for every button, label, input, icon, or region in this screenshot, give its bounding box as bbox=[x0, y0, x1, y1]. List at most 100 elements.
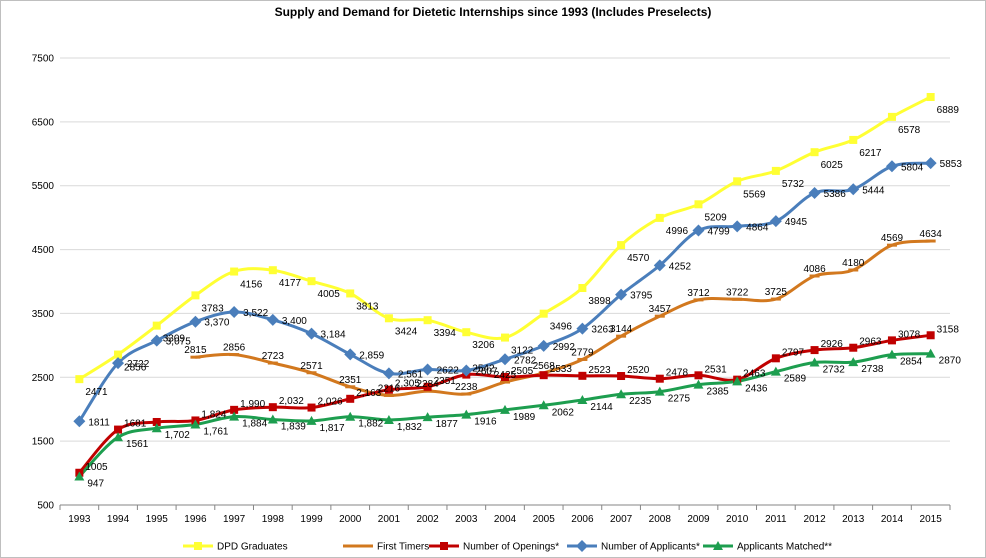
number-of-applicants-point bbox=[499, 353, 511, 366]
x-tick-label: 2004 bbox=[494, 514, 517, 525]
legend-dpd-graduates-marker bbox=[194, 542, 202, 550]
y-tick-label: 7500 bbox=[32, 54, 55, 65]
applicants-matched-data-label: 2385 bbox=[706, 387, 729, 398]
number-of-openings-point bbox=[578, 371, 587, 380]
legend-applicants-matched-marker bbox=[713, 541, 723, 550]
number-of-openings-data-label: 2463 bbox=[743, 369, 766, 380]
dpd-graduates-data-label: 6025 bbox=[821, 160, 844, 171]
applicants-matched-point bbox=[113, 432, 124, 442]
number-of-openings-point bbox=[771, 354, 780, 363]
dpd-graduates-data-label: 3898 bbox=[588, 296, 611, 307]
number-of-applicants-data-label: 4864 bbox=[746, 222, 769, 233]
number-of-applicants-point bbox=[885, 160, 898, 173]
applicants-matched-data-label: 1,839 bbox=[281, 421, 306, 432]
x-tick-label: 2012 bbox=[803, 514, 826, 525]
dpd-graduates-data-label: 5732 bbox=[782, 179, 805, 190]
applicants-matched-point bbox=[461, 409, 472, 419]
number-of-openings-data-label: 2351 bbox=[434, 376, 457, 387]
number-of-openings-data-label: 2542 bbox=[472, 364, 495, 375]
first-timers-point bbox=[886, 243, 897, 247]
x-tick-label: 1998 bbox=[262, 514, 285, 525]
first-timers-data-label: 3722 bbox=[726, 287, 749, 298]
applicants-matched-point bbox=[383, 414, 394, 424]
x-tick-label: 2015 bbox=[920, 514, 943, 525]
first-timers-point bbox=[306, 371, 317, 375]
x-tick-label: 2009 bbox=[687, 514, 710, 525]
applicants-matched-point bbox=[693, 379, 704, 389]
x-tick-label: 2001 bbox=[378, 514, 401, 525]
dpd-graduates-data-label: 3424 bbox=[395, 326, 418, 337]
dpd-graduates-point bbox=[771, 166, 780, 175]
number-of-openings-data-label: 2963 bbox=[859, 337, 882, 348]
applicants-matched-data-label: 947 bbox=[87, 478, 104, 489]
y-tick-label: 4500 bbox=[32, 245, 55, 256]
dpd-graduates-point bbox=[230, 267, 239, 276]
applicants-matched-data-label: 1561 bbox=[126, 439, 149, 450]
dpd-graduates-data-label: 3496 bbox=[550, 322, 573, 333]
number-of-openings-data-label: 1005 bbox=[85, 462, 108, 473]
dpd-graduates-data-label: 3122 bbox=[511, 346, 534, 357]
first-timers-point bbox=[500, 380, 510, 384]
applicants-matched-data-label: 2235 bbox=[629, 396, 652, 407]
number-of-applicants-data-label: 4252 bbox=[669, 261, 692, 272]
dpd-graduates-data-label: 5569 bbox=[743, 189, 766, 200]
number-of-openings-data-label: 2,305 bbox=[395, 379, 420, 390]
number-of-openings-data-label: 2505 bbox=[511, 366, 534, 377]
dpd-graduates-point bbox=[578, 284, 587, 293]
first-timers-point bbox=[229, 353, 240, 357]
dpd-graduates-point bbox=[926, 93, 935, 102]
series-markers bbox=[73, 93, 937, 481]
first-timers-data-label: 2238 bbox=[455, 382, 478, 393]
number-of-applicants-point bbox=[150, 334, 163, 347]
first-timers-data-label: 3712 bbox=[687, 288, 710, 299]
first-timers-data-label: 2284 bbox=[416, 379, 439, 390]
dpd-graduates-data-label: 6217 bbox=[859, 148, 882, 159]
y-tick-label: 1500 bbox=[32, 437, 55, 448]
first-timers-data-label: 2568 bbox=[533, 361, 556, 372]
x-tick-label: 2008 bbox=[649, 514, 672, 525]
dpd-graduates-data-label: 3813 bbox=[356, 301, 379, 312]
applicants-matched-point bbox=[151, 423, 162, 433]
number-of-openings-point bbox=[423, 382, 432, 391]
number-of-applicants-data-label: 2782 bbox=[514, 355, 537, 366]
number-of-openings-data-label: 2533 bbox=[550, 364, 573, 375]
dpd-graduates-point bbox=[423, 316, 432, 325]
dpd-graduates-data-label: 6578 bbox=[898, 125, 921, 136]
number-of-openings-point bbox=[268, 403, 277, 412]
first-timers-point bbox=[732, 297, 743, 301]
first-timers-data-label: 2351 bbox=[339, 375, 362, 386]
applicants-matched-data-label: 2738 bbox=[861, 364, 884, 375]
x-tick-label: 2014 bbox=[881, 514, 904, 525]
dpd-graduates-data-label: 2856 bbox=[124, 363, 147, 374]
applicants-matched-data-label: 2436 bbox=[745, 383, 768, 394]
number-of-applicants-data-label: 3,184 bbox=[321, 330, 346, 341]
chart-title: Supply and Demand for Dietetic Internshi… bbox=[275, 5, 712, 19]
number-of-applicants-point bbox=[769, 215, 782, 228]
number-of-applicants-point bbox=[460, 364, 473, 377]
number-of-openings-data-label: 2,026 bbox=[318, 397, 343, 408]
applicants-matched-data-label: 2589 bbox=[784, 374, 807, 385]
number-of-applicants-data-label: 2607 bbox=[475, 366, 498, 377]
number-of-applicants-point bbox=[305, 327, 318, 340]
dpd-graduates-point bbox=[75, 375, 84, 384]
number-of-openings-data-label: 2797 bbox=[782, 347, 805, 358]
applicants-matched-data-label: 2144 bbox=[590, 402, 613, 413]
number-of-applicants-data-label: 2992 bbox=[553, 342, 576, 353]
applicants-matched-point bbox=[229, 411, 240, 421]
x-tick-label: 1999 bbox=[300, 514, 323, 525]
first-timers-data-label: 3144 bbox=[610, 324, 633, 335]
x-tick-label: 1996 bbox=[184, 514, 207, 525]
number-of-applicants-data-label: 2,561 bbox=[398, 369, 423, 380]
number-of-openings-point bbox=[346, 394, 355, 403]
x-tick-label: 2011 bbox=[765, 514, 787, 525]
dpd-graduates-point bbox=[346, 289, 355, 298]
number-of-openings-data-label: 3078 bbox=[898, 329, 921, 340]
first-timers-point bbox=[848, 268, 859, 272]
x-tick-label: 2010 bbox=[726, 514, 749, 525]
number-of-applicants-point bbox=[189, 315, 202, 328]
number-of-applicants-data-label: 3263 bbox=[591, 325, 614, 336]
applicants-matched-point bbox=[770, 366, 781, 376]
y-tick-label: 6500 bbox=[32, 117, 55, 128]
